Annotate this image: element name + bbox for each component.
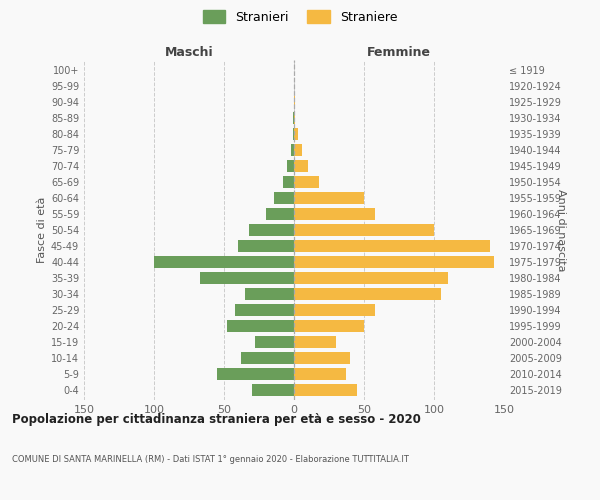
Bar bbox=[255, 336, 294, 348]
Bar bbox=[227, 320, 294, 332]
Bar bbox=[293, 128, 294, 140]
Text: COMUNE DI SANTA MARINELLA (RM) - Dati ISTAT 1° gennaio 2020 - Elaborazione TUTTI: COMUNE DI SANTA MARINELLA (RM) - Dati IS… bbox=[12, 455, 409, 464]
Bar bbox=[294, 288, 441, 300]
Bar bbox=[200, 272, 294, 284]
Bar bbox=[294, 384, 357, 396]
Bar bbox=[294, 336, 336, 348]
Bar bbox=[294, 352, 350, 364]
Bar bbox=[294, 320, 364, 332]
Bar bbox=[294, 128, 298, 140]
Y-axis label: Fasce di età: Fasce di età bbox=[37, 197, 47, 263]
Bar bbox=[294, 256, 494, 268]
Text: Maschi: Maschi bbox=[164, 46, 214, 59]
Bar bbox=[154, 256, 294, 268]
Bar bbox=[294, 240, 490, 252]
Legend: Stranieri, Straniere: Stranieri, Straniere bbox=[199, 6, 401, 28]
Bar bbox=[294, 144, 302, 156]
Bar bbox=[294, 160, 308, 172]
Bar bbox=[293, 112, 294, 124]
Bar bbox=[249, 224, 294, 236]
Bar bbox=[294, 96, 295, 108]
Bar bbox=[252, 384, 294, 396]
Bar bbox=[241, 352, 294, 364]
Bar bbox=[266, 208, 294, 220]
Bar bbox=[235, 304, 294, 316]
Bar bbox=[294, 224, 434, 236]
Bar bbox=[245, 288, 294, 300]
Bar bbox=[287, 160, 294, 172]
Bar bbox=[294, 368, 346, 380]
Bar bbox=[238, 240, 294, 252]
Text: Femmine: Femmine bbox=[367, 46, 431, 59]
Bar bbox=[274, 192, 294, 204]
Bar bbox=[294, 304, 375, 316]
Bar bbox=[283, 176, 294, 188]
Bar bbox=[291, 144, 294, 156]
Bar bbox=[294, 112, 295, 124]
Text: Popolazione per cittadinanza straniera per età e sesso - 2020: Popolazione per cittadinanza straniera p… bbox=[12, 412, 421, 426]
Bar bbox=[294, 272, 448, 284]
Bar bbox=[294, 176, 319, 188]
Y-axis label: Anni di nascita: Anni di nascita bbox=[556, 188, 566, 271]
Bar bbox=[294, 208, 375, 220]
Bar bbox=[217, 368, 294, 380]
Bar bbox=[294, 192, 364, 204]
